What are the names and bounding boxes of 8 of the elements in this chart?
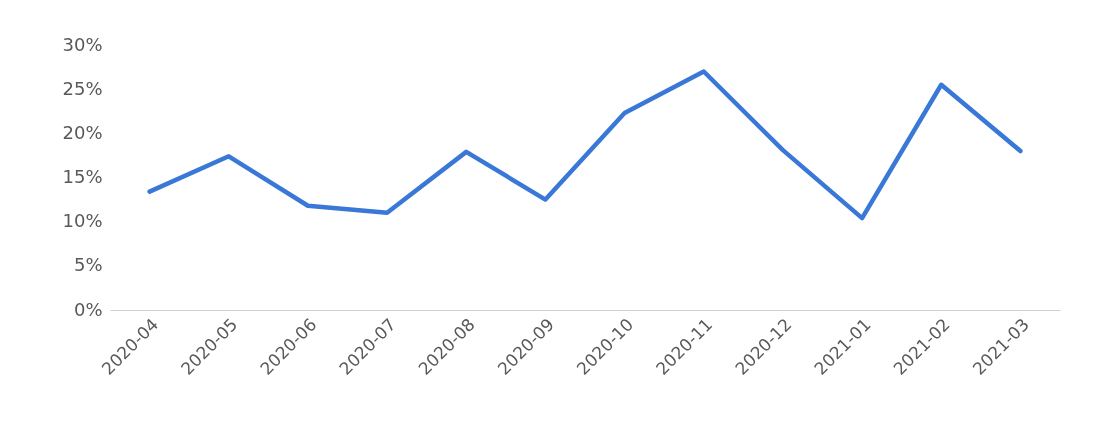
y-tick-label: 0% bbox=[73, 298, 103, 320]
y-tick-label: 20% bbox=[62, 121, 103, 143]
y-tick-label: 5% bbox=[73, 254, 103, 276]
y-tick-label: 25% bbox=[62, 77, 103, 99]
y-tick-label: 15% bbox=[62, 166, 103, 187]
line-series bbox=[147, 69, 1023, 221]
y-tick-label: 10% bbox=[62, 210, 103, 232]
y-tick-label: 30% bbox=[62, 33, 103, 55]
